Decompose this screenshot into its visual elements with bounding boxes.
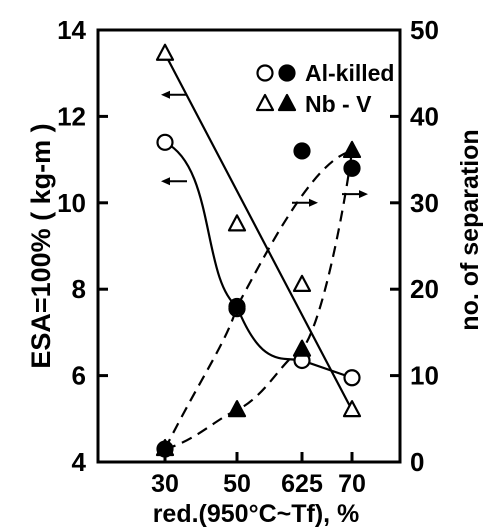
y-axis-label-right: no. of separation — [456, 129, 484, 330]
filled-triangle-marker — [155, 438, 175, 457]
legend-label: Nb - V — [305, 91, 372, 117]
series-line — [164, 150, 354, 451]
series-line — [164, 53, 353, 411]
left-tick-label: 14 — [57, 15, 86, 45]
filled-circle-marker — [278, 64, 296, 82]
arrow-head — [359, 190, 368, 199]
filled-triangle-marker — [342, 140, 362, 159]
right-axis-ticks: 0 10 20 30 40 50 — [390, 15, 439, 477]
right-tick-label: 20 — [410, 274, 439, 304]
filled-triangle-marker — [292, 339, 312, 357]
x-tick-label: 625 — [281, 470, 323, 498]
left-axis-ticks: 4 6 8 10 12 14 — [57, 15, 108, 477]
legend: Al-killed Nb - V — [255, 60, 394, 117]
arrow-head — [161, 90, 170, 99]
open-triangle-marker — [255, 93, 275, 112]
open-triangle-marker — [227, 214, 247, 232]
plot-frame — [96, 28, 402, 464]
x-tick-label: 70 — [338, 470, 366, 498]
y-axis-label-left: ESA=100% ( kg-m ) — [26, 123, 56, 368]
open-circle-marker — [343, 369, 361, 387]
filled-circle-marker — [343, 159, 361, 177]
filled-circle-marker — [293, 142, 311, 160]
filled-triangle-marker — [277, 93, 297, 112]
right-tick-label: 10 — [410, 361, 439, 391]
open-triangle-marker — [342, 400, 362, 418]
open-triangle-marker — [292, 274, 312, 292]
legend-label: Al-killed — [305, 60, 394, 86]
left-tick-label: 12 — [57, 101, 86, 131]
arrow-head — [161, 177, 170, 186]
right-arrow-icon — [292, 198, 318, 207]
series-line — [164, 141, 353, 379]
x-axis-label: red.(950°C~Tf), % — [153, 500, 360, 528]
x-tick-label: 50 — [223, 470, 251, 498]
right-tick-label: 50 — [410, 15, 439, 45]
series-markers — [155, 43, 362, 458]
left-tick-label: 8 — [72, 274, 86, 304]
legend-entry: Al-killed — [256, 60, 394, 86]
x-axis-ticks: 30 50 625 70 — [151, 452, 366, 498]
left-arrow-icon — [161, 90, 187, 99]
right-tick-label: 30 — [410, 188, 439, 218]
open-triangle-marker — [155, 43, 175, 61]
x-tick-label: 30 — [151, 470, 179, 498]
right-arrow-icon — [342, 190, 368, 199]
filled-triangle-marker — [227, 400, 247, 418]
arrow-annotations — [161, 90, 368, 207]
left-tick-label: 4 — [72, 447, 87, 477]
right-tick-label: 0 — [410, 447, 424, 477]
left-tick-label: 6 — [72, 361, 86, 391]
open-circle-marker — [156, 133, 174, 151]
filled-circle-marker — [228, 297, 246, 316]
right-tick-label: 40 — [410, 101, 439, 131]
legend-entry: Nb - V — [255, 91, 372, 117]
arrow-head — [309, 198, 318, 207]
open-circle-marker — [256, 64, 274, 82]
left-tick-label: 10 — [57, 188, 86, 218]
series-line — [164, 149, 353, 450]
left-arrow-icon — [161, 177, 187, 186]
